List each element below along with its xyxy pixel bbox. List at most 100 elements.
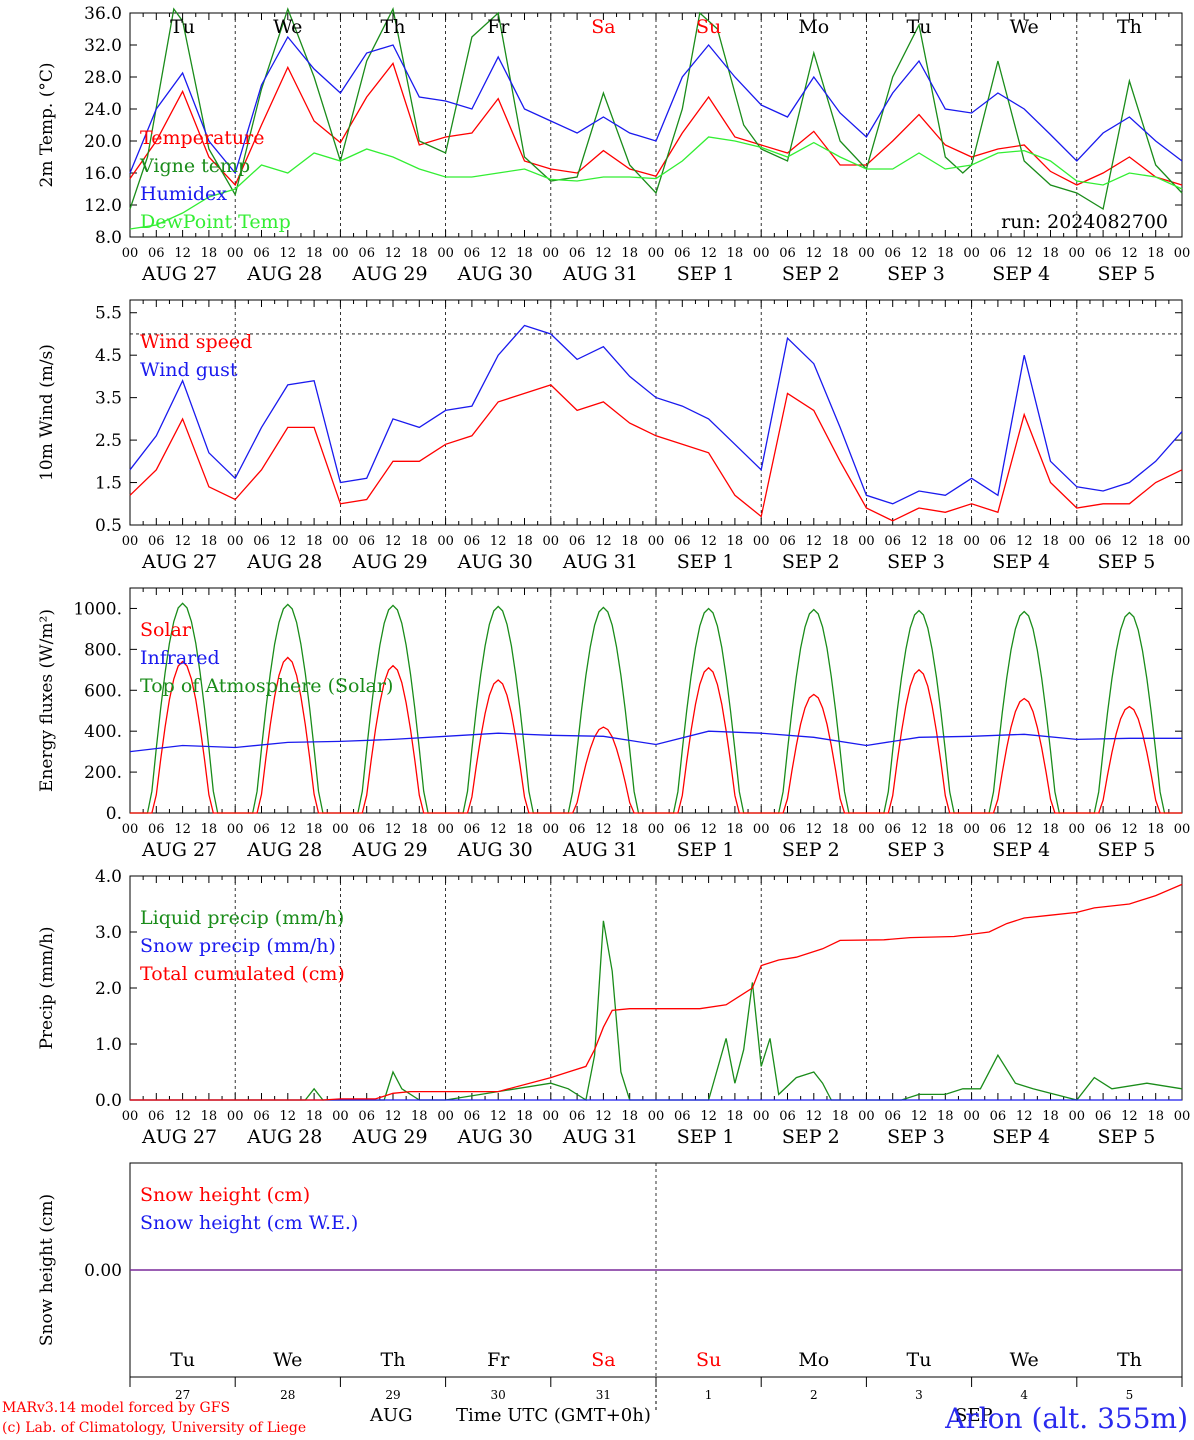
date-label: AUG 30 — [457, 263, 533, 285]
hour-tick-label: 18 — [516, 534, 533, 549]
legend-entry: Wind gust — [140, 359, 238, 381]
hour-tick-label: 00 — [543, 246, 560, 261]
date-label: SEP 5 — [1097, 839, 1155, 861]
date-label: AUG 29 — [351, 1126, 427, 1148]
date-label: SEP 4 — [992, 1126, 1050, 1148]
hour-tick-label: 12 — [595, 534, 612, 549]
date-label: AUG 30 — [457, 551, 533, 573]
y-tick-label: 400. — [84, 722, 122, 742]
hour-tick-label: 18 — [937, 822, 954, 837]
date-label: AUG 28 — [246, 839, 322, 861]
day-number: 29 — [385, 1388, 400, 1402]
date-label: AUG 31 — [562, 839, 638, 861]
date-label: AUG 29 — [351, 839, 427, 861]
hour-tick-label: 12 — [280, 1109, 297, 1124]
temp-series-temperature — [129, 62, 1183, 187]
hour-tick-label: 18 — [201, 1109, 218, 1124]
hour-tick-label: 12 — [174, 246, 191, 261]
hour-tick-label: 18 — [727, 822, 744, 837]
date-label: SEP 3 — [887, 1126, 945, 1148]
run-label: run: 2024082700 — [1001, 211, 1168, 233]
date-label: AUG 27 — [141, 839, 217, 861]
legend-entry: DewPoint Temp — [140, 211, 291, 233]
weekday-label: Su — [696, 16, 721, 38]
hour-tick-label: 00 — [858, 822, 875, 837]
y-tick-label: 0.0 — [95, 1091, 122, 1111]
temp-series-vigne-temp — [129, 7, 1183, 211]
date-label: SEP 4 — [992, 263, 1050, 285]
hour-tick-label: 18 — [516, 1109, 533, 1124]
date-label: AUG 27 — [141, 1126, 217, 1148]
hour-tick-label: 06 — [464, 822, 481, 837]
hour-tick-label: 06 — [569, 822, 586, 837]
date-label: AUG 30 — [457, 1126, 533, 1148]
weekday-label: Fr — [487, 16, 510, 38]
y-tick-label: 0.00 — [84, 1261, 122, 1281]
day-number: 3 — [915, 1388, 923, 1402]
weekday-label: Sa — [591, 16, 615, 38]
legend-entry: Snow precip (mm/h) — [140, 935, 336, 957]
hour-tick-label: 18 — [1042, 822, 1059, 837]
hour-tick-label: 18 — [306, 246, 323, 261]
weekday-label: We — [273, 16, 302, 38]
hour-tick-label: 06 — [358, 822, 375, 837]
date-label: AUG 28 — [246, 263, 322, 285]
hour-tick-label: 00 — [753, 822, 770, 837]
hour-tick-label: 18 — [201, 246, 218, 261]
y-tick-label: 2.5 — [95, 431, 122, 451]
hour-tick-label: 00 — [1069, 246, 1086, 261]
energy-y-axis-label: Energy fluxes (W/m²) — [37, 609, 57, 792]
hour-tick-label: 18 — [201, 534, 218, 549]
legend-entry: Snow height (cm) — [140, 1184, 310, 1206]
date-label: AUG 31 — [562, 263, 638, 285]
hour-tick-label: 06 — [1095, 822, 1112, 837]
hour-tick-label: 00 — [227, 1109, 244, 1124]
hour-tick-label: 12 — [1121, 534, 1138, 549]
legend-entry: Vigne temp — [139, 155, 250, 177]
hour-tick-label: 12 — [911, 246, 928, 261]
hour-tick-label: 06 — [674, 822, 691, 837]
hour-tick-label: 18 — [621, 246, 638, 261]
hour-tick-label: 12 — [700, 1109, 717, 1124]
date-label: SEP 5 — [1097, 551, 1155, 573]
date-label: AUG 29 — [351, 551, 427, 573]
hour-tick-label: 12 — [1016, 1109, 1033, 1124]
weekday-label: We — [1010, 16, 1039, 38]
hour-tick-label: 18 — [832, 1109, 849, 1124]
hour-tick-label: 00 — [648, 822, 665, 837]
hour-tick-label: 18 — [411, 822, 428, 837]
weekday-label: We — [1010, 1349, 1039, 1371]
date-label: SEP 4 — [992, 551, 1050, 573]
hour-tick-label: 00 — [648, 1109, 665, 1124]
hour-tick-label: 12 — [174, 822, 191, 837]
weekday-label: Th — [381, 1349, 406, 1371]
y-tick-label: 3.5 — [95, 389, 122, 409]
weekday-label: Mo — [798, 1349, 829, 1371]
month-aug-label: AUG — [370, 1405, 413, 1426]
wind-series-wind-gust — [129, 324, 1183, 505]
y-tick-label: 24.0 — [84, 100, 122, 120]
hour-tick-label: 18 — [621, 822, 638, 837]
hour-tick-label: 18 — [411, 246, 428, 261]
hour-tick-label: 12 — [1121, 246, 1138, 261]
y-tick-label: 0.5 — [95, 516, 122, 536]
y-tick-label: 8.0 — [95, 228, 122, 248]
y-tick-label: 20.0 — [84, 132, 122, 152]
hour-tick-label: 00 — [332, 246, 349, 261]
hour-tick-label: 00 — [858, 534, 875, 549]
hour-tick-label: 18 — [1042, 1109, 1059, 1124]
y-tick-label: 2.0 — [95, 979, 122, 999]
hour-tick-label: 18 — [516, 822, 533, 837]
weekday-label: We — [273, 1349, 302, 1371]
hour-tick-label: 06 — [779, 246, 796, 261]
weekday-label: Th — [1117, 1349, 1142, 1371]
hour-tick-label: 18 — [937, 1109, 954, 1124]
hour-tick-label: 18 — [306, 822, 323, 837]
y-tick-label: 3.0 — [95, 923, 122, 943]
hour-tick-label: 06 — [990, 822, 1007, 837]
hour-tick-label: 00 — [963, 534, 980, 549]
y-tick-label: 1.5 — [95, 474, 122, 494]
hour-tick-label: 18 — [937, 534, 954, 549]
hour-tick-label: 06 — [990, 534, 1007, 549]
date-label: AUG 31 — [562, 1126, 638, 1148]
